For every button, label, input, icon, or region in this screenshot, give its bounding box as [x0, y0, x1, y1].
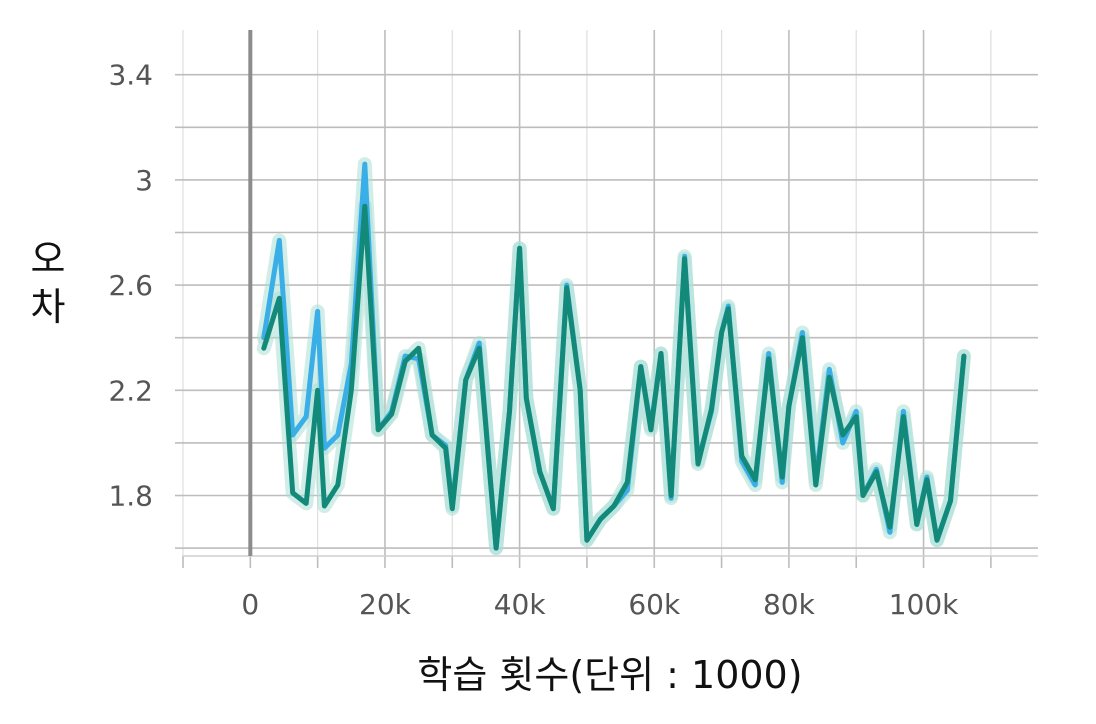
- svg-text:오차: 오차: [31, 237, 66, 329]
- x-tick-label: 100k: [889, 588, 959, 621]
- y-tick-label: 2.2: [108, 374, 153, 407]
- y-tick-label: 3: [135, 164, 153, 197]
- x-tick-label: 0: [241, 588, 259, 621]
- y-tick-label: 2.6: [108, 269, 153, 302]
- tick-labels: 0 20k 40k 60k 80k 100k 1.8 2.2 2.6 3 3.4: [108, 59, 959, 621]
- x-tick-label: 20k: [359, 588, 412, 621]
- y-tick-label: 1.8: [108, 480, 153, 513]
- x-tick-label: 80k: [763, 588, 816, 621]
- x-tick-label: 40k: [494, 588, 547, 621]
- y-tick-label: 3.4: [108, 59, 153, 92]
- x-tick-label: 60k: [628, 588, 681, 621]
- series-line-2: [261, 203, 967, 551]
- x-axis-title: 학습 횟수(단위 : 1000): [417, 653, 802, 697]
- series-lines: [261, 161, 967, 551]
